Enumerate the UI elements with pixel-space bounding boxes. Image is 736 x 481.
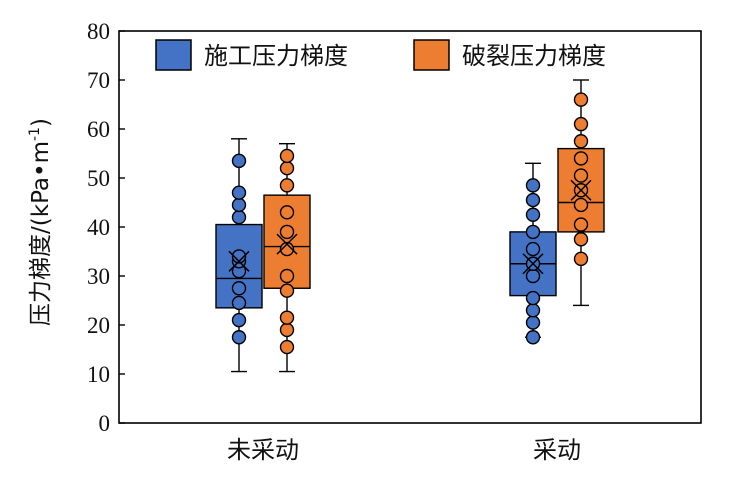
plot-frame (118, 30, 702, 424)
data-point (279, 178, 295, 193)
data-point (279, 224, 295, 240)
data-point (573, 134, 589, 149)
y-axis: 0 10 20 30 40 50 60 70 80 (87, 19, 125, 436)
data-point (279, 310, 295, 325)
data-point (279, 160, 295, 176)
y-axis-label-close: ) (28, 118, 54, 127)
data-point (525, 192, 541, 208)
data-point (525, 330, 541, 345)
y-tick-label: 10 (87, 362, 110, 387)
data-point (525, 241, 541, 257)
y-axis-label: 压力梯度/(kPa•m-1) (27, 118, 54, 326)
data-point (525, 303, 541, 318)
mean-marker (570, 179, 592, 201)
y-axis-label-main: 压力梯度/(kPa•m (28, 141, 54, 326)
data-point (573, 217, 589, 232)
data-point (573, 197, 589, 213)
legend-label-fracture: 破裂压力梯度 (462, 42, 606, 70)
data-point (279, 268, 295, 284)
data-point (231, 312, 247, 328)
y-tick-label: 40 (87, 215, 110, 240)
y-tick-label: 60 (87, 117, 110, 142)
data-point (525, 268, 541, 284)
legend-swatch-fracture (413, 39, 450, 71)
y-tick-label: 80 (87, 19, 110, 44)
data-point (279, 205, 295, 220)
data-point (231, 281, 247, 296)
data-point (231, 295, 247, 311)
y-tick-label: 0 (99, 411, 111, 436)
data-point (525, 207, 541, 222)
y-tick-label: 70 (87, 68, 110, 93)
mean-marker (276, 233, 298, 255)
legend: 施工压力梯度 破裂压力梯度 (155, 39, 606, 71)
data-point (573, 116, 589, 132)
y-tick-label: 30 (87, 264, 110, 289)
data-point (231, 197, 247, 213)
legend-swatch-construction (155, 39, 192, 71)
y-axis-label-superscript: -1 (27, 127, 43, 141)
mean-marker (228, 250, 250, 272)
data-point (573, 92, 589, 107)
data-point (573, 151, 589, 166)
y-tick-label: 20 (87, 313, 110, 338)
box-group (215, 138, 263, 373)
plot-area (215, 79, 605, 373)
mean-marker (522, 253, 544, 275)
data-point (231, 185, 247, 200)
data-point (525, 224, 541, 240)
x-tick-label-unmined: 未采动 (227, 436, 299, 464)
data-point (573, 251, 589, 267)
box-group (557, 79, 605, 307)
data-point (231, 209, 247, 225)
box-group (263, 142, 311, 373)
data-point (279, 283, 295, 298)
data-point (573, 232, 589, 247)
data-point (525, 315, 541, 330)
legend-label-construction: 施工压力梯度 (204, 42, 348, 70)
x-axis: 未采动 采动 (227, 436, 581, 464)
data-point (525, 290, 541, 306)
data-point (279, 148, 295, 164)
data-point (231, 153, 247, 169)
data-point (279, 241, 295, 257)
data-point (279, 322, 295, 338)
box-group (509, 162, 557, 345)
data-point (231, 249, 247, 264)
x-tick-label-mined: 采动 (533, 436, 581, 464)
data-point (525, 178, 541, 193)
data-point (231, 330, 247, 345)
data-point (279, 339, 295, 355)
data-point (573, 168, 589, 183)
y-tick-label: 50 (87, 166, 110, 191)
